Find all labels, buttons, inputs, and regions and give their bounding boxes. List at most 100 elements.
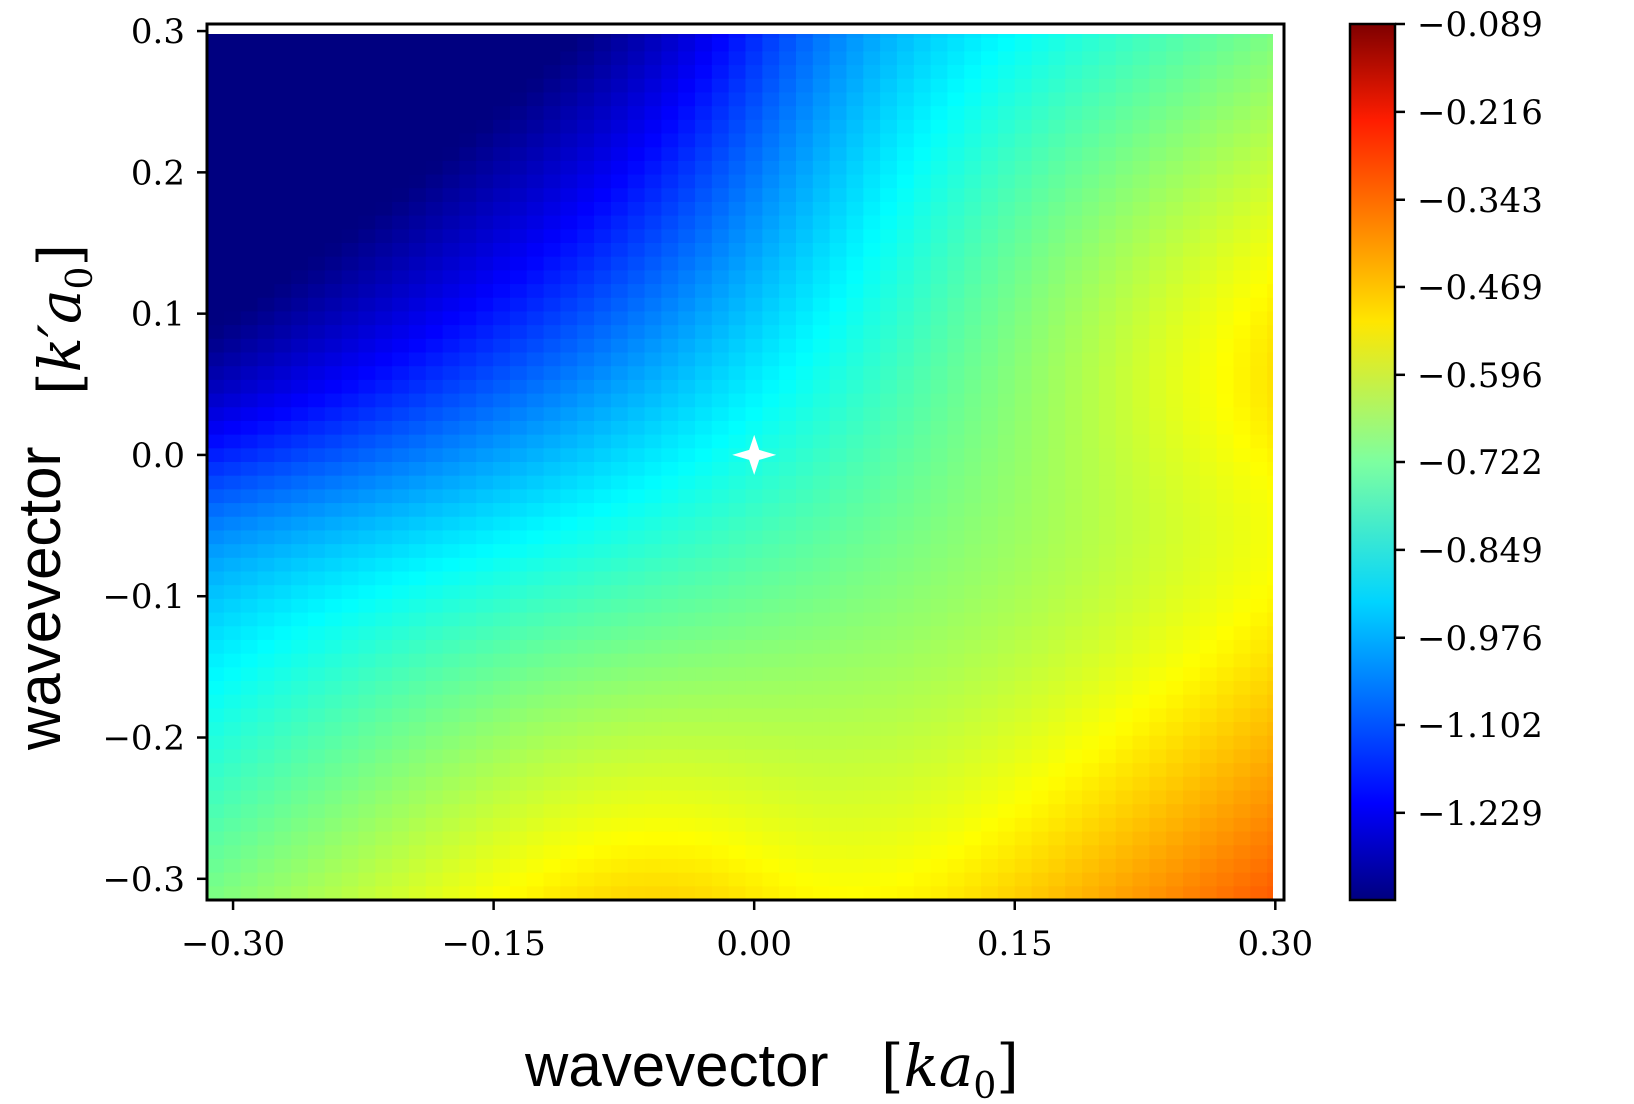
heatmap-cell — [324, 626, 343, 641]
heatmap-cell — [829, 639, 848, 655]
heatmap-cell — [459, 201, 478, 217]
heatmap-cell — [594, 92, 612, 107]
heatmap-cell — [812, 612, 831, 628]
heatmap-cell — [543, 106, 562, 121]
heatmap-cell — [1065, 776, 1083, 792]
heatmap-cell — [1199, 653, 1218, 669]
heatmap-cell — [1098, 639, 1117, 655]
heatmap-cell — [829, 284, 848, 299]
heatmap-cell — [560, 831, 579, 847]
heatmap-cell — [779, 51, 797, 66]
heatmap-cell — [425, 448, 444, 463]
heatmap-cell — [324, 284, 343, 299]
heatmap-cell — [627, 297, 646, 313]
heatmap-cell — [459, 147, 478, 162]
heatmap-cell — [610, 598, 629, 614]
heatmap-cell — [291, 872, 309, 888]
heatmap-cell — [695, 626, 713, 641]
heatmap-cell — [812, 886, 831, 901]
heatmap-cell — [661, 92, 679, 107]
heatmap-cell — [425, 585, 444, 600]
heatmap-cell — [476, 708, 494, 723]
heatmap-cell — [695, 708, 713, 723]
heatmap-cell — [795, 503, 814, 518]
heatmap-cell — [324, 790, 343, 805]
heatmap-cell — [846, 776, 865, 792]
heatmap-cell — [695, 174, 713, 190]
heatmap-cell — [1233, 585, 1252, 600]
heatmap-cell — [728, 530, 747, 545]
heatmap-cell — [880, 51, 898, 66]
y-tick-label: 0.3 — [131, 12, 185, 52]
heatmap-cell — [863, 338, 881, 354]
heatmap-cell — [1233, 311, 1252, 326]
heatmap-cell — [408, 776, 427, 792]
heatmap-cell — [526, 229, 545, 244]
heatmap-cell — [341, 475, 360, 491]
heatmap-cell — [375, 776, 393, 792]
heatmap-cell — [762, 626, 780, 641]
heatmap-cell — [560, 790, 579, 805]
heatmap-cell — [997, 626, 1016, 641]
heatmap-cell — [240, 489, 259, 504]
heatmap-cell — [947, 790, 966, 805]
heatmap-cell — [425, 763, 444, 778]
heatmap-cell — [913, 872, 932, 888]
heatmap-cell — [812, 462, 831, 477]
heatmap-cell — [375, 571, 393, 586]
heatmap-cell — [1183, 92, 1201, 107]
heatmap-cell — [1199, 311, 1218, 326]
heatmap-cell — [863, 872, 881, 888]
heatmap-cell — [896, 352, 915, 367]
heatmap-cell — [947, 51, 966, 66]
heatmap-cell — [1014, 530, 1033, 545]
heatmap-cell — [274, 78, 292, 94]
heatmap-cell — [930, 407, 949, 422]
heatmap-cell — [459, 270, 478, 285]
heatmap-cell — [1216, 694, 1235, 710]
heatmap-cell — [1098, 475, 1117, 491]
heatmap-cell — [1098, 51, 1117, 66]
heatmap-cell — [1250, 489, 1268, 504]
heatmap-cell — [375, 174, 393, 190]
heatmap-cell — [930, 571, 949, 586]
heatmap-cell — [543, 325, 562, 340]
heatmap-cell — [711, 256, 730, 272]
heatmap-cell — [812, 160, 831, 176]
heatmap-cell — [1250, 393, 1268, 409]
heatmap-cell — [1250, 817, 1268, 833]
heatmap-cell — [358, 243, 377, 258]
heatmap-cell — [964, 475, 982, 491]
heatmap-cell — [1065, 379, 1083, 395]
heatmap-cell — [459, 503, 478, 518]
heatmap-cell — [1014, 119, 1033, 135]
heatmap-cell — [812, 297, 831, 313]
heatmap-cell — [981, 804, 999, 819]
heatmap-cell — [863, 858, 881, 874]
heatmap-cell — [846, 639, 865, 655]
heatmap-cell — [981, 51, 999, 66]
heatmap-cell — [1014, 462, 1033, 477]
heatmap-cell — [509, 571, 528, 586]
heatmap-cell — [240, 503, 259, 518]
heatmap-cell — [779, 708, 797, 723]
heatmap-cell — [762, 763, 780, 778]
heatmap-cell — [560, 462, 579, 477]
heatmap-cell — [594, 557, 612, 573]
heatmap-cell — [997, 243, 1016, 258]
heatmap-cell — [1183, 626, 1201, 641]
heatmap-cell — [240, 51, 259, 66]
heatmap-cell — [476, 393, 494, 409]
heatmap-cell — [223, 338, 242, 354]
heatmap-cell — [1183, 598, 1201, 614]
heatmap-cell — [964, 530, 982, 545]
heatmap-cell — [1132, 92, 1151, 107]
heatmap-cell — [1216, 256, 1235, 272]
heatmap-cell — [644, 188, 663, 203]
heatmap-cell — [526, 243, 545, 258]
heatmap-cell — [880, 598, 898, 614]
heatmap-cell — [1233, 749, 1252, 764]
heatmap-cell — [1132, 434, 1151, 450]
plot-frame — [205, 22, 1286, 902]
heatmap-cell — [896, 845, 915, 860]
